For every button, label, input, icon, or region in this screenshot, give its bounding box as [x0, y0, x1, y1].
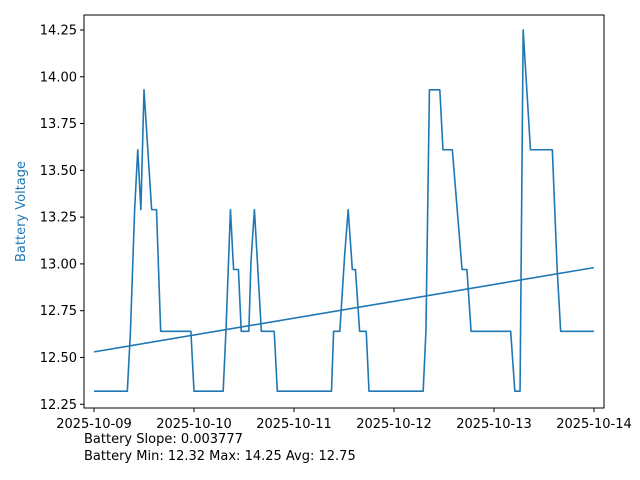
- y-tick-label: 13.00: [40, 257, 77, 272]
- plot-frame: [83, 14, 605, 409]
- x-tick-label: 2025-10-10: [156, 417, 232, 432]
- x-tick-label: 2025-10-14: [556, 417, 632, 432]
- y-tick-label: 12.25: [40, 398, 77, 413]
- y-tick-label: 12.50: [40, 351, 77, 366]
- y-tick-label: 14.25: [40, 23, 77, 38]
- x-tick-label: 2025-10-11: [256, 417, 332, 432]
- x-tick-label: 2025-10-12: [356, 417, 432, 432]
- y-tick-label: 13.50: [40, 164, 77, 179]
- x-tick-label: 2025-10-09: [56, 417, 132, 432]
- y-tick-label: 13.25: [40, 211, 77, 226]
- battery-slope-text: Battery Slope: 0.003777: [84, 432, 243, 447]
- y-tick-label: 13.75: [40, 117, 77, 132]
- trend-line: [93, 266, 595, 353]
- voltage-line: [94, 29, 594, 392]
- battery-stats-text: Battery Min: 12.32 Max: 14.25 Avg: 12.75: [84, 449, 356, 464]
- x-tick-label: 2025-10-13: [456, 417, 532, 432]
- y-tick-label: 14.00: [40, 70, 77, 85]
- y-axis-label: Battery Voltage: [14, 161, 29, 262]
- y-tick-label: 12.75: [40, 304, 77, 319]
